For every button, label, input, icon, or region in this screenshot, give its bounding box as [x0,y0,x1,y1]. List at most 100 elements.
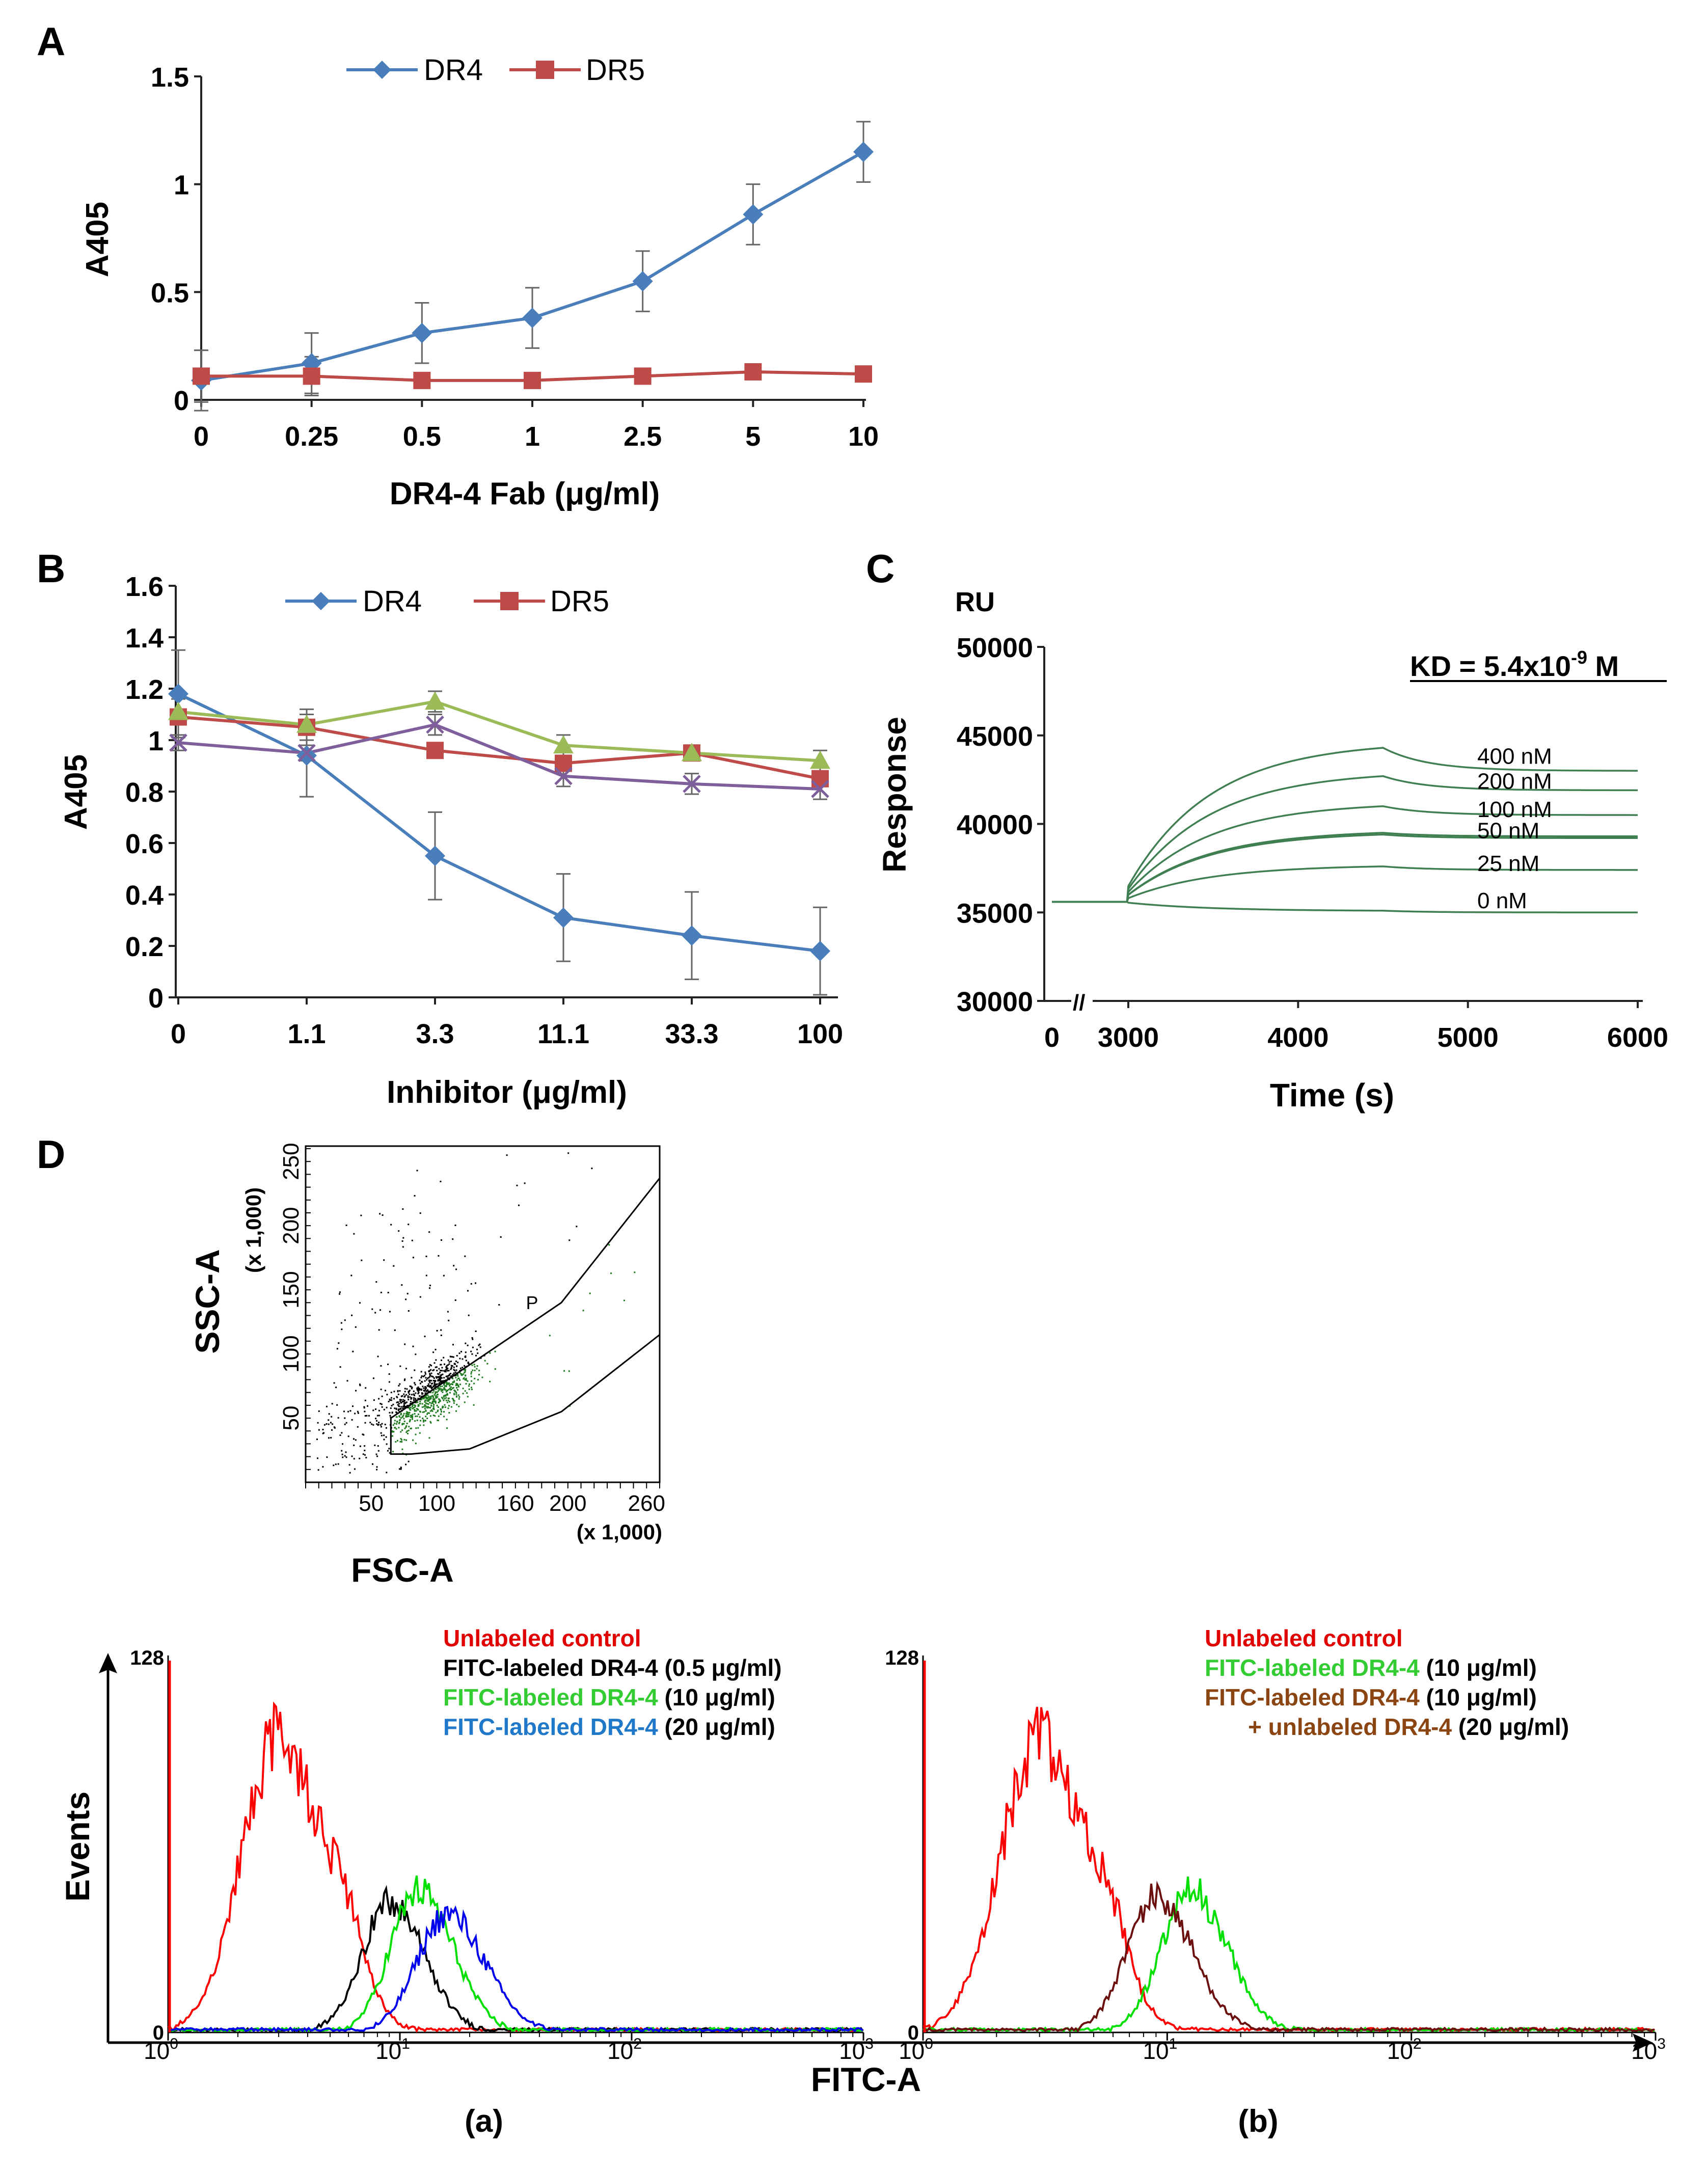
A-xtick-label: 1 [525,421,540,452]
B-data-point [297,744,316,763]
chart-c-kd-text: KD = 5.4x10 [1410,650,1571,682]
Ha-legend-entry: Unlabeled control [443,1625,641,1651]
Ds-xtick-label: 200 [549,1491,586,1516]
Ha-xtick-label: 102 [607,2035,642,2064]
chart-d-scatter-y-ticks: 50 100 150 200 250 [279,1143,311,1483]
chart-d-gate-polygon [390,1176,661,1455]
A-data-point [743,204,764,225]
C-xtick-label: 3000 [1098,1022,1159,1053]
C-ytick-label: 35000 [957,898,1033,929]
chart-d-hist-a-ymax: 128 [130,1647,164,1669]
Ha-curve [168,1701,864,2033]
A-xtick-label: 0.5 [403,421,441,452]
chart-b-x-ticks: 0 1.1 3.3 11.1 33.3 100 [171,997,843,1049]
B-data-point [553,907,574,928]
chart-d-hist-b-ymax: 128 [885,1647,919,1669]
chart-b-legend-dr5: DR5 [550,585,609,618]
Hb-xtick-label: 100 [899,2035,933,2064]
chart-b-legend-dr4: DR4 [363,585,422,618]
C-curve [1052,775,1638,903]
B-data-point [553,735,574,754]
chart-d-hist-b-legend: Unlabeled control FITC-labeled DR4-4 (10 … [1205,1625,1569,1740]
Ha-legend-name: FITC-labeled DR4-4 [443,1654,658,1681]
C-curve [1052,865,1638,903]
Hb-legend-entry: FITC-labeled DR4-4 (10 μg/ml) [1205,1684,1537,1711]
C-curve-label: 0 nM [1477,888,1527,913]
chart-a-x-ticks: 0 0.25 0.5 1 2.5 5 10 [194,400,879,452]
C-curve [1052,833,1638,903]
A-data-point [412,322,432,343]
chart-d-hist-ylabel: Events [59,1791,96,1902]
panel-label-D: D [37,1132,65,1177]
Ha-legend-conc: (10 μg/ml) [658,1684,775,1711]
Hb-legend-extra-prefix: + [1248,1714,1268,1740]
B-data-point [810,750,830,769]
chart-d-hist-a-legend: Unlabeled control FITC-labeled DR4-4 (0.5… [443,1625,782,1740]
chart-b-legend: DR4 DR5 [285,585,609,618]
chart-b-markers [168,684,830,962]
chart-d-sublabel-a: (a) [465,2104,503,2139]
Ds-ytick-label: 100 [279,1335,304,1372]
A-data-point [193,367,210,385]
chart-b-legend-dr4-marker [312,592,330,610]
chart-d-scatter-ymult: (x 1,000) [241,1187,265,1273]
chart-a-error-bars [194,121,871,412]
chart-d-scatter-xlabel: FSC-A [351,1551,454,1589]
Ha-legend-entry: FITC-labeled DR4-4 (20 μg/ml) [443,1714,775,1740]
chart-c-ylabel: Response [876,717,913,873]
Ha-xtick-base: 10 [375,2038,401,2064]
chart-d-hist-a-x-ticks: 100 101 102 103 [144,2032,874,2064]
A-data-point [522,308,543,329]
B-data-point [425,846,445,866]
Hb-legend-name: FITC-labeled DR4-4 [1205,1654,1420,1681]
A-data-point [853,142,874,162]
Ha-xtick-base: 10 [607,2038,633,2064]
chart-d-hist-b-curves [922,1661,1656,2033]
Ha-xtick-exponent: 1 [401,2035,410,2052]
Ha-legend-name: Unlabeled control [443,1625,641,1651]
chart-d-gate-label: P [526,1292,538,1313]
B-ytick-label: 1.6 [125,572,164,602]
chart-a-y-ticks: 0 0.5 1 1.5 [151,62,201,416]
Ha-curve [168,1905,864,2033]
C-curve-label: 400 nM [1477,744,1552,769]
chart-d-histograms: Events FITC-A (a) (b) 128 0 100 101 102 103… [59,1625,1666,2139]
B-ytick-label: 1.2 [125,674,164,705]
chart-b-error-bars [171,649,827,996]
chart-a-xlabel: DR4-4 Fab (μg/ml) [390,476,660,511]
B-ytick-label: 0.4 [125,880,164,911]
panel-label-B: B [37,546,65,591]
Hb-xtick-exponent: 3 [1657,2035,1666,2052]
Hb-xtick-label: 101 [1143,2035,1177,2064]
chart-a-legend-dr4: DR4 [424,53,483,87]
A-data-point [632,271,653,292]
C-curve-label: 100 nM [1477,797,1552,822]
Hb-legend-extra: + unlabeled DR4-4 (20 μg/ml) [1248,1714,1569,1740]
Ds-xtick-label: 160 [497,1491,534,1516]
Hb-xtick-label: 103 [1631,2035,1666,2064]
A-ytick-label: 0 [174,386,189,416]
chart-c-xlabel: Time (s) [1270,1077,1394,1114]
chart-d-hist-a-ymin: 0 [153,2022,164,2044]
chart-d-scatter-xmult: (x 1,000) [577,1520,662,1544]
Ha-legend-name: FITC-labeled DR4-4 [443,1714,658,1740]
C-ytick-label: 50000 [957,633,1033,663]
Hb-legend-name: FITC-labeled DR4-4 [1205,1684,1420,1711]
Hb-legend-name: Unlabeled control [1205,1625,1402,1651]
Ha-legend-entry: FITC-labeled DR4-4 (10 μg/ml) [443,1684,775,1711]
chart-d-scatter-x-ticks: 50 100 160 200 260 [305,1482,665,1516]
chart-b-xlabel: Inhibitor (μg/ml) [387,1075,627,1110]
C-curve-label: 200 nM [1477,769,1552,794]
A-data-point [744,363,762,381]
Hb-curve [922,1877,1655,2033]
A-xtick-label: 0.25 [285,421,338,452]
Ds-events-inside-gate [391,1244,636,1456]
Hb-curve [923,1881,1655,2033]
chart-c-kd-exponent: -9 [1571,647,1587,668]
chart-b: 0 0.2 0.4 0.6 0.8 1 1.2 1.4 1.6 0 1.1 3.3 11.1 33.3 1… [59,572,843,1110]
chart-a-legend: DR4 DR5 [346,53,645,87]
Ha-xtick-base: 10 [144,2038,170,2064]
B-data-point [683,775,701,793]
chart-a-legend-dr4-marker [373,61,391,79]
